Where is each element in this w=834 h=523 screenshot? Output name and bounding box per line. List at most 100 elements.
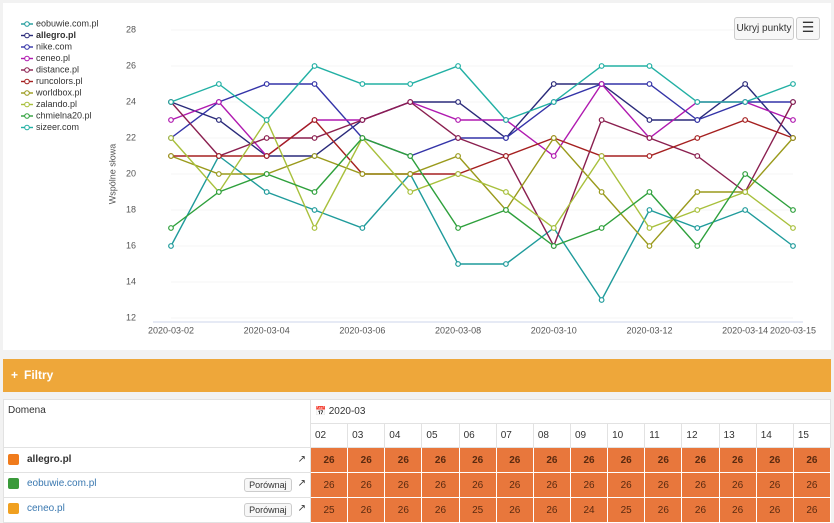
- day-header: 04: [384, 423, 423, 448]
- legend-marker: [24, 113, 30, 119]
- legend-marker: [24, 21, 30, 27]
- data-table: Domena 📅 2020-03 02 03 04 05 06 07 08 09 10 11 12 13 1…: [3, 399, 832, 523]
- data-point: [311, 225, 318, 231]
- open-link[interactable]: ↗: [297, 503, 306, 514]
- data-point: [263, 189, 270, 195]
- y-tick-label: 22: [126, 132, 136, 142]
- data-point: [215, 99, 222, 105]
- data-point: [694, 207, 701, 213]
- data-point: [503, 261, 509, 267]
- value-cell: 26: [421, 497, 460, 523]
- y-tick-label: 28: [126, 24, 136, 34]
- data-point: [646, 207, 653, 213]
- data-point: [311, 117, 318, 123]
- series-line: [170, 83, 793, 157]
- data-point: [215, 171, 222, 177]
- series-line: [171, 119, 794, 175]
- legend-label[interactable]: nike.com: [36, 41, 72, 51]
- day-header: 11: [644, 423, 683, 448]
- legend-label[interactable]: sizeer.com: [36, 122, 79, 132]
- y-tick-label: 14: [126, 276, 136, 286]
- legend-label[interactable]: distance.pl: [36, 64, 79, 74]
- value-cell: 26: [792, 497, 832, 523]
- data-point: [215, 117, 222, 123]
- data-point: [646, 243, 653, 249]
- month-label: 2020-03: [328, 406, 366, 417]
- y-tick-label: 18: [126, 204, 136, 214]
- value-cell: 26: [495, 497, 534, 523]
- data-point: [694, 153, 701, 159]
- value-cell: 25: [309, 497, 349, 523]
- value-cell: 26: [309, 472, 349, 498]
- x-tick-label: 2020-03-10: [531, 325, 577, 335]
- legend-label[interactable]: zalando.pl: [36, 99, 77, 109]
- value-cell: 26: [755, 497, 794, 523]
- open-link[interactable]: ↗: [297, 454, 306, 466]
- data-point: [455, 171, 461, 177]
- data-point: [646, 153, 653, 159]
- legend-label[interactable]: allegro.pl: [36, 30, 76, 40]
- legend-label[interactable]: eobuwie.com.pl: [36, 18, 99, 28]
- open-link[interactable]: ↗: [297, 478, 306, 489]
- data-point: [455, 225, 461, 231]
- data-point: [263, 81, 270, 87]
- value-cell: 26: [347, 447, 386, 473]
- domain-name[interactable]: ceneo.pl: [27, 503, 65, 515]
- compare-button[interactable]: Porównaj: [244, 478, 292, 492]
- data-point: [168, 225, 174, 231]
- legend-marker: [24, 44, 30, 50]
- menu-button[interactable]: ☰: [796, 17, 820, 40]
- value-cell: 26: [532, 447, 571, 473]
- value-cell: 26: [458, 472, 497, 498]
- legend-label[interactable]: worldbox.pl: [35, 87, 82, 97]
- hide-points-button[interactable]: Ukryj punkty: [734, 17, 794, 40]
- data-point: [263, 171, 270, 177]
- data-point: [694, 189, 701, 195]
- data-point: [168, 135, 174, 141]
- value-cell: 26: [532, 472, 571, 498]
- filters-bar[interactable]: + Filtry: [3, 359, 831, 392]
- data-point: [455, 135, 461, 141]
- day-header: 08: [532, 423, 571, 448]
- value-cell: 26: [309, 447, 349, 473]
- value-cell: 26: [421, 447, 460, 473]
- data-point: [311, 189, 318, 195]
- legend-label[interactable]: ceneo.pl: [36, 53, 70, 63]
- data-point: [646, 81, 653, 87]
- chart-card: Wspólne słowa 12 14 16 18 20 22 24 26 28 2020-03-…: [3, 3, 831, 350]
- legend-label[interactable]: chmielna20.pl: [36, 110, 92, 120]
- data-point: [790, 207, 796, 213]
- data-point: [503, 153, 509, 159]
- data-point: [742, 189, 749, 195]
- table-row: ceneo.pl ↗ Porównaj 25 26 26 26 25 26 26 24 25 26 26 2…: [3, 497, 832, 523]
- data-point: [503, 207, 509, 213]
- data-point: [215, 153, 222, 159]
- value-cell: 26: [495, 447, 534, 473]
- domain-cell: ceneo.pl ↗ Porównaj: [3, 497, 311, 523]
- data-point: [550, 243, 557, 249]
- value-cell: 26: [755, 447, 794, 473]
- day-header: 13: [718, 423, 757, 448]
- data-point: [168, 153, 174, 159]
- data-point: [503, 189, 509, 195]
- series-line: [170, 154, 794, 302]
- chart: Wspólne słowa 12 14 16 18 20 22 24 26 28 2020-03-…: [21, 18, 816, 335]
- data-point: [598, 153, 605, 159]
- day-header: 03: [347, 423, 386, 448]
- legend-label[interactable]: runcolors.pl: [36, 76, 83, 86]
- legend-marker: [24, 78, 30, 85]
- day-row: 02 03 04 05 06 07 08 09 10 11 12 13 14 15: [4, 423, 832, 448]
- data-point: [694, 243, 701, 249]
- header-row: Domena 📅 2020-03: [3, 399, 831, 448]
- series-line: [170, 118, 794, 230]
- compare-button[interactable]: Porównaj: [244, 503, 292, 517]
- value-cell: 26: [718, 497, 757, 523]
- data-point: [263, 153, 270, 159]
- data-point: [455, 99, 461, 105]
- data-point: [598, 81, 605, 87]
- day-header: 14: [755, 423, 794, 448]
- table-row: eobuwie.com.pl ↗ Porównaj 26 26 26 26 26 26 26 26 2…: [3, 472, 832, 498]
- data-point: [168, 243, 174, 249]
- data-point: [742, 117, 749, 123]
- domain-name[interactable]: eobuwie.com.pl: [27, 478, 97, 490]
